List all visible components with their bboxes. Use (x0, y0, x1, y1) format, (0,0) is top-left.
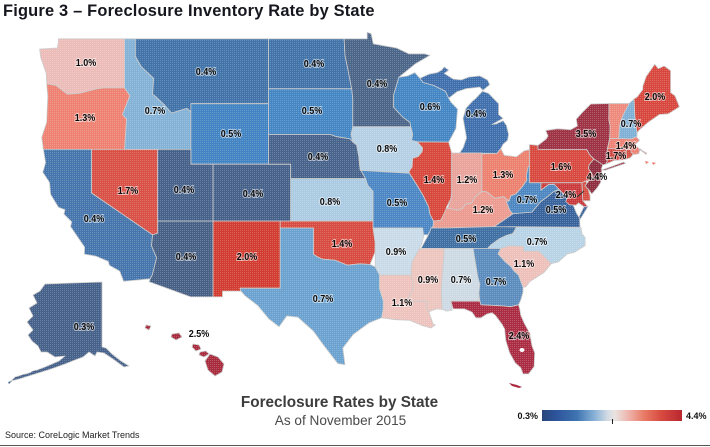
svg-text:0.6%: 0.6% (420, 101, 441, 113)
svg-text:1.0%: 1.0% (76, 57, 97, 69)
svg-text:0.5%: 0.5% (302, 105, 323, 117)
svg-text:0.4%: 0.4% (304, 58, 325, 70)
svg-text:1.3%: 1.3% (75, 112, 96, 124)
svg-text:1.4%: 1.4% (332, 238, 353, 250)
svg-text:0.7%: 0.7% (313, 293, 334, 305)
svg-text:1.6%: 1.6% (551, 161, 572, 173)
svg-text:2.5%: 2.5% (189, 328, 210, 340)
svg-text:0.4%: 0.4% (176, 251, 197, 263)
svg-text:4.4%: 4.4% (587, 171, 608, 183)
svg-text:2.4%: 2.4% (556, 189, 577, 201)
svg-text:1.7%: 1.7% (606, 150, 627, 162)
svg-text:0.4%: 0.4% (243, 188, 264, 200)
svg-text:2.0%: 2.0% (645, 91, 666, 103)
svg-text:0.7%: 0.7% (145, 105, 166, 117)
svg-text:0.7%: 0.7% (621, 118, 642, 130)
svg-text:0.9%: 0.9% (418, 274, 439, 286)
svg-text:0.4%: 0.4% (466, 108, 487, 120)
svg-text:0.5%: 0.5% (387, 197, 408, 209)
svg-text:0.8%: 0.8% (377, 143, 398, 155)
svg-text:0.4%: 0.4% (196, 66, 217, 78)
svg-text:0.9%: 0.9% (386, 246, 407, 258)
svg-text:0.7%: 0.7% (451, 274, 472, 286)
svg-text:0.7%: 0.7% (517, 194, 538, 206)
svg-text:1.3%: 1.3% (493, 169, 514, 181)
svg-text:0.4%: 0.4% (367, 78, 388, 90)
svg-text:1.4%: 1.4% (616, 140, 637, 152)
svg-text:2.0%: 2.0% (237, 251, 258, 263)
svg-text:0.4%: 0.4% (84, 213, 105, 225)
svg-text:1.2%: 1.2% (457, 174, 478, 186)
svg-text:0.8%: 0.8% (320, 196, 341, 208)
svg-text:0.5%: 0.5% (546, 204, 567, 216)
svg-text:1.4%: 1.4% (424, 174, 445, 186)
svg-text:1.7%: 1.7% (118, 185, 139, 197)
svg-text:0.4%: 0.4% (174, 184, 195, 196)
svg-text:1.2%: 1.2% (473, 204, 494, 216)
svg-text:0.7%: 0.7% (527, 236, 548, 248)
svg-text:0.4%: 0.4% (308, 151, 329, 163)
svg-text:1.1%: 1.1% (392, 297, 413, 309)
svg-text:0.5%: 0.5% (456, 233, 477, 245)
svg-text:0.7%: 0.7% (486, 276, 507, 288)
svg-text:2.4%: 2.4% (509, 330, 530, 342)
svg-text:1.1%: 1.1% (514, 258, 535, 270)
svg-text:0.5%: 0.5% (221, 128, 242, 140)
svg-text:0.3%: 0.3% (74, 321, 95, 333)
svg-text:3.5%: 3.5% (576, 128, 597, 140)
